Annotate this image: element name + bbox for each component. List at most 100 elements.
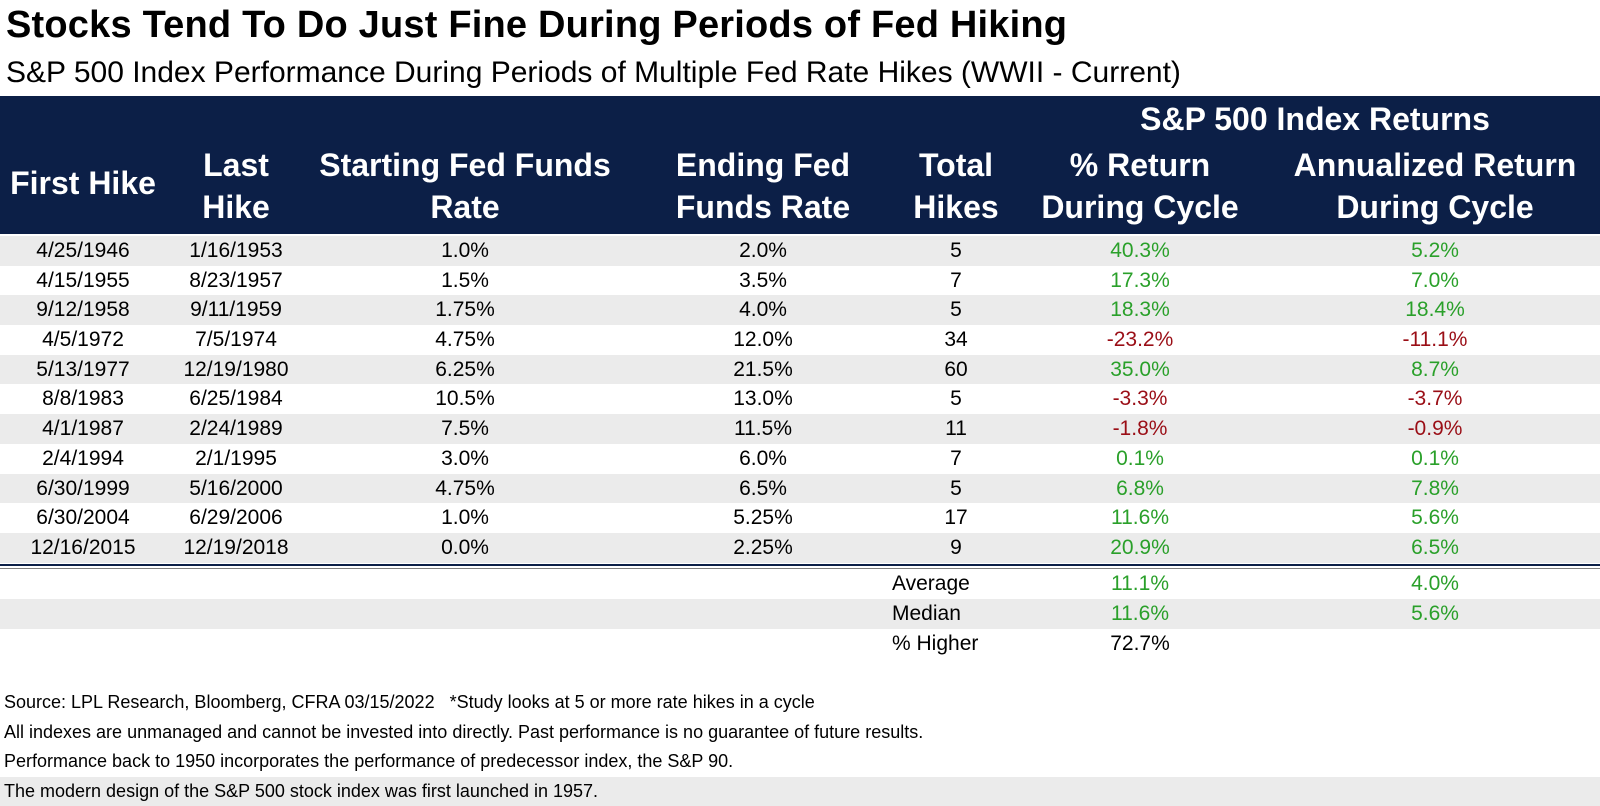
cell-return-cycle: -23.2% bbox=[1010, 325, 1270, 355]
cell-return-cycle: 6.8% bbox=[1010, 474, 1270, 504]
cell-total-hikes: 17 bbox=[902, 503, 1010, 533]
summary-stats: Average 11.1%4.0% Median 11.6%5.6% % Higher 7… bbox=[0, 569, 1600, 659]
header-last-hike-line1: Last bbox=[166, 144, 306, 186]
table-header: S&P 500 Index Returns First Hike Last Hi… bbox=[0, 96, 1600, 234]
cell-total-hikes: 7 bbox=[902, 444, 1010, 474]
cell-starting-rate: 1.0% bbox=[306, 503, 624, 533]
summary-annualized: 4.0% bbox=[1270, 569, 1600, 599]
cell-annualized: -0.9% bbox=[1270, 414, 1600, 444]
cell-return-cycle: 20.9% bbox=[1010, 533, 1270, 563]
summary-row: % Higher 72.7% bbox=[0, 629, 1600, 659]
cell-total-hikes: 5 bbox=[902, 474, 1010, 504]
cell-annualized: 6.5% bbox=[1270, 533, 1600, 563]
cell-ending-rate: 21.5% bbox=[624, 355, 902, 385]
summary-return: 11.6% bbox=[1010, 599, 1270, 629]
cell-starting-rate: 6.25% bbox=[306, 355, 624, 385]
header-group-returns: S&P 500 Index Returns bbox=[1030, 98, 1600, 140]
cell-starting-rate: 1.5% bbox=[306, 266, 624, 296]
cell-total-hikes: 7 bbox=[902, 266, 1010, 296]
cell-annualized: 7.8% bbox=[1270, 474, 1600, 504]
summary-return: 11.1% bbox=[1010, 569, 1270, 599]
cell-ending-rate: 3.5% bbox=[624, 266, 902, 296]
cell-return-cycle: -3.3% bbox=[1010, 384, 1270, 414]
cell-last-hike: 12/19/1980 bbox=[166, 355, 306, 385]
summary-label: % Higher bbox=[892, 629, 978, 659]
summary-label: Median bbox=[892, 599, 961, 629]
cell-ending-rate: 4.0% bbox=[624, 295, 902, 325]
footnote-line: All indexes are unmanaged and cannot be … bbox=[0, 718, 1600, 748]
cell-ending-rate: 13.0% bbox=[624, 384, 902, 414]
header-return-cycle: % Return During Cycle bbox=[1010, 144, 1270, 228]
cell-return-cycle: -1.8% bbox=[1010, 414, 1270, 444]
cell-return-cycle: 18.3% bbox=[1010, 295, 1270, 325]
cell-annualized: 0.1% bbox=[1270, 444, 1600, 474]
cell-total-hikes: 34 bbox=[902, 325, 1010, 355]
cell-starting-rate: 4.75% bbox=[306, 325, 624, 355]
summary-row: Median 11.6%5.6% bbox=[0, 599, 1600, 629]
footnotes: Source: LPL Research, Bloomberg, CFRA 03… bbox=[0, 688, 1600, 806]
cell-last-hike: 12/19/2018 bbox=[166, 533, 306, 563]
header-starting-rate-line2: Rate bbox=[306, 186, 624, 228]
summary-row: Average 11.1%4.0% bbox=[0, 569, 1600, 599]
header-ending-rate-line1: Ending Fed bbox=[624, 144, 902, 186]
header-starting-rate-line1: Starting Fed Funds bbox=[306, 144, 624, 186]
cell-starting-rate: 1.0% bbox=[306, 236, 624, 266]
cell-last-hike: 2/24/1989 bbox=[166, 414, 306, 444]
cell-annualized: 18.4% bbox=[1270, 295, 1600, 325]
cell-first-hike: 8/8/1983 bbox=[0, 384, 166, 414]
header-ending-rate-line2: Funds Rate bbox=[624, 186, 902, 228]
header-total-hikes: Total Hikes bbox=[902, 144, 1010, 228]
header-annualized-line2: During Cycle bbox=[1270, 186, 1600, 228]
cell-total-hikes: 11 bbox=[902, 414, 1010, 444]
cell-starting-rate: 3.0% bbox=[306, 444, 624, 474]
cell-return-cycle: 35.0% bbox=[1010, 355, 1270, 385]
cell-ending-rate: 11.5% bbox=[624, 414, 902, 444]
cell-last-hike: 6/29/2006 bbox=[166, 503, 306, 533]
cell-last-hike: 6/25/1984 bbox=[166, 384, 306, 414]
cell-ending-rate: 2.0% bbox=[624, 236, 902, 266]
cell-ending-rate: 6.5% bbox=[624, 474, 902, 504]
cell-return-cycle: 0.1% bbox=[1010, 444, 1270, 474]
cell-ending-rate: 12.0% bbox=[624, 325, 902, 355]
cell-total-hikes: 5 bbox=[902, 295, 1010, 325]
cell-first-hike: 5/13/1977 bbox=[0, 355, 166, 385]
page-title: Stocks Tend To Do Just Fine During Perio… bbox=[6, 4, 1067, 47]
cell-first-hike: 4/5/1972 bbox=[0, 325, 166, 355]
header-first-hike: First Hike bbox=[0, 162, 166, 204]
cell-starting-rate: 0.0% bbox=[306, 533, 624, 563]
cell-starting-rate: 7.5% bbox=[306, 414, 624, 444]
cell-first-hike: 12/16/2015 bbox=[0, 533, 166, 563]
cell-ending-rate: 5.25% bbox=[624, 503, 902, 533]
summary-return: 72.7% bbox=[1010, 629, 1270, 659]
cell-annualized: -11.1% bbox=[1270, 325, 1600, 355]
header-starting-rate: Starting Fed Funds Rate bbox=[306, 144, 624, 228]
header-ending-rate: Ending Fed Funds Rate bbox=[624, 144, 902, 228]
cell-first-hike: 4/15/1955 bbox=[0, 266, 166, 296]
header-return-cycle-line2: During Cycle bbox=[1010, 186, 1270, 228]
cell-last-hike: 9/11/1959 bbox=[166, 295, 306, 325]
cell-return-cycle: 11.6% bbox=[1010, 503, 1270, 533]
cell-first-hike: 2/4/1994 bbox=[0, 444, 166, 474]
cell-return-cycle: 17.3% bbox=[1010, 266, 1270, 296]
summary-label: Average bbox=[892, 569, 970, 599]
cell-total-hikes: 60 bbox=[902, 355, 1010, 385]
page-subtitle: S&P 500 Index Performance During Periods… bbox=[6, 56, 1181, 90]
footnote-line: Source: LPL Research, Bloomberg, CFRA 03… bbox=[0, 688, 1600, 718]
header-annualized-line1: Annualized Return bbox=[1270, 144, 1600, 186]
footnote-line: Performance back to 1950 incorporates th… bbox=[0, 747, 1600, 777]
summary-annualized: 5.6% bbox=[1270, 599, 1600, 629]
cell-first-hike: 6/30/1999 bbox=[0, 474, 166, 504]
cell-last-hike: 2/1/1995 bbox=[166, 444, 306, 474]
